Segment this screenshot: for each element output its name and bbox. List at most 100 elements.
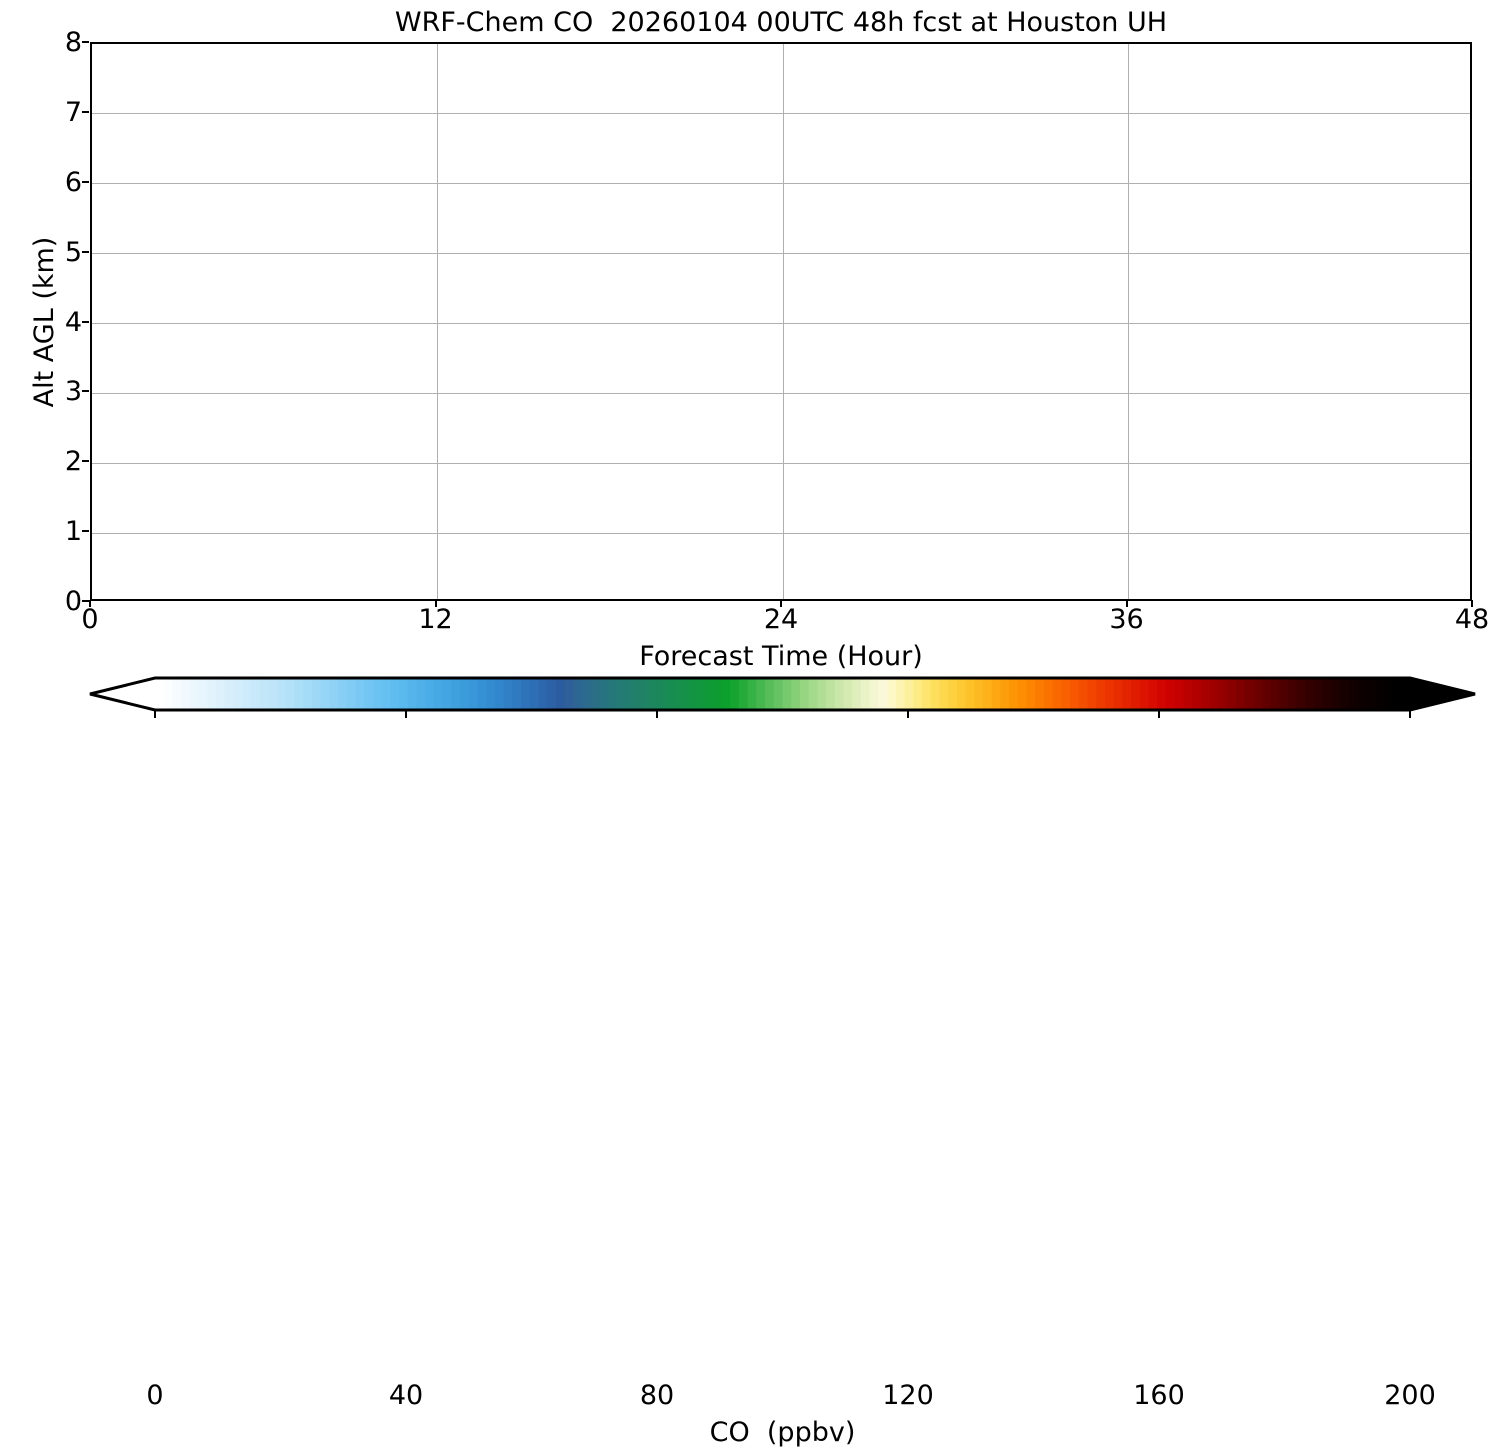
colorbar-band: [1401, 678, 1411, 710]
colorbar-band: [869, 678, 879, 710]
colorbar-band: [477, 678, 487, 710]
colorbar-band: [669, 678, 679, 710]
colorbar-band: [425, 678, 435, 710]
colorbar-band: [1061, 678, 1071, 710]
colorbar-band: [1043, 678, 1054, 710]
colorbar-band: [250, 678, 261, 710]
colorbar-band: [399, 678, 409, 710]
x-tick-label: 48: [1454, 604, 1490, 635]
colorbar-band: [1279, 678, 1289, 710]
colorbar-band: [521, 678, 531, 710]
colorbar-label: CO (ppbv): [709, 1417, 856, 1448]
gridline-vertical: [437, 44, 438, 599]
colorbar-gradient: [89, 676, 1476, 718]
gridline-horizontal: [92, 392, 1470, 394]
colorbar-band: [163, 678, 173, 710]
colorbar-band: [1131, 678, 1141, 710]
colorbar-band: [1183, 678, 1193, 710]
y-tick-mark: [82, 180, 89, 183]
x-tick-label: 24: [763, 604, 799, 635]
colorbar-band: [538, 678, 548, 710]
colorbar-band: [730, 678, 740, 710]
colorbar-band: [582, 678, 592, 710]
colorbar-band: [904, 678, 914, 710]
colorbar-band: [1157, 678, 1167, 710]
colorbar-band: [704, 678, 714, 710]
colorbar-band: [712, 678, 722, 710]
colorbar-band: [451, 678, 461, 710]
gridline-horizontal: [92, 323, 1470, 324]
y-tick-label: 7: [64, 96, 82, 128]
colorbar-band: [242, 678, 252, 710]
colorbar-band: [982, 678, 993, 710]
colorbar-band: [1000, 678, 1010, 710]
colorbar-band: [346, 678, 356, 710]
colorbar-tick-label: 40: [388, 1380, 424, 1411]
colorbar-band: [651, 678, 661, 710]
y-tick-label: 5: [64, 236, 82, 268]
gridline-horizontal: [92, 253, 1470, 255]
colorbar-band: [1305, 678, 1315, 710]
x-tick-label: 0: [81, 604, 99, 635]
colorbar-band: [1296, 678, 1306, 710]
y-tick-label: 4: [64, 306, 82, 338]
colorbar-extend-left: [90, 678, 155, 710]
y-tick-mark: [82, 110, 89, 113]
colorbar-band: [625, 678, 635, 710]
y-tick-label: 1: [64, 516, 82, 548]
gridline-vertical: [782, 44, 784, 599]
colorbar-band: [860, 678, 871, 710]
gridline-horizontal: [92, 183, 1470, 185]
colorbar-band: [834, 678, 844, 710]
colorbar-band: [1357, 678, 1367, 710]
colorbar-band: [320, 678, 330, 710]
colorbar-band: [756, 678, 766, 710]
colorbar: 0 40 80 120 160 200 CO (ppbv): [0, 668, 1500, 1448]
y-tick-mark: [82, 600, 89, 602]
y-tick-mark: [82, 390, 89, 393]
colorbar-band: [329, 678, 339, 710]
colorbar-band: [181, 678, 191, 710]
colorbar-band: [1226, 678, 1237, 710]
colorbar-band: [1165, 678, 1176, 710]
colorbar-tick-labels: 0 40 80 120 160 200: [0, 1382, 1500, 1414]
colorbar-band: [599, 678, 609, 710]
colorbar-band: [1200, 678, 1210, 710]
colorbar-band: [1366, 678, 1376, 710]
y-tick-label: 2: [64, 446, 82, 478]
colorbar-band: [233, 678, 243, 710]
colorbar-band: [1270, 678, 1280, 710]
colorbar-band: [1017, 678, 1027, 710]
colorbar-band: [407, 678, 417, 710]
colorbar-band: [686, 678, 696, 710]
colorbar-band: [259, 678, 269, 710]
colorbar-band: [294, 678, 304, 710]
y-tick-label: 8: [64, 27, 82, 58]
y-tick-label: 0: [64, 586, 82, 617]
colorbar-band: [738, 678, 749, 710]
colorbar-band: [1104, 678, 1115, 710]
colorbar-band: [765, 678, 775, 710]
colorbar-band: [965, 678, 975, 710]
colorbar-band: [1314, 678, 1324, 710]
colorbar-band: [224, 678, 234, 710]
colorbar-band: [468, 678, 478, 710]
colorbar-band: [277, 678, 287, 710]
gridlines: [92, 44, 1470, 599]
colorbar-band: [921, 678, 932, 710]
colorbar-band: [1087, 678, 1097, 710]
colorbar-band: [799, 678, 810, 710]
colorbar-band: [974, 678, 984, 710]
colorbar-band: [1113, 678, 1123, 710]
colorbar-extend-right: [1410, 678, 1475, 710]
plot-area: [90, 42, 1472, 601]
colorbar-band: [285, 678, 295, 710]
colorbar-band: [1070, 678, 1080, 710]
colorbar-band: [460, 678, 470, 710]
colorbar-band: [338, 678, 348, 710]
gridline-vertical: [1128, 44, 1129, 599]
colorbar-tick-label: 80: [639, 1380, 675, 1411]
colorbar-band: [1122, 678, 1132, 710]
y-tick-label: 6: [64, 166, 82, 198]
colorbar-band: [1026, 678, 1036, 710]
